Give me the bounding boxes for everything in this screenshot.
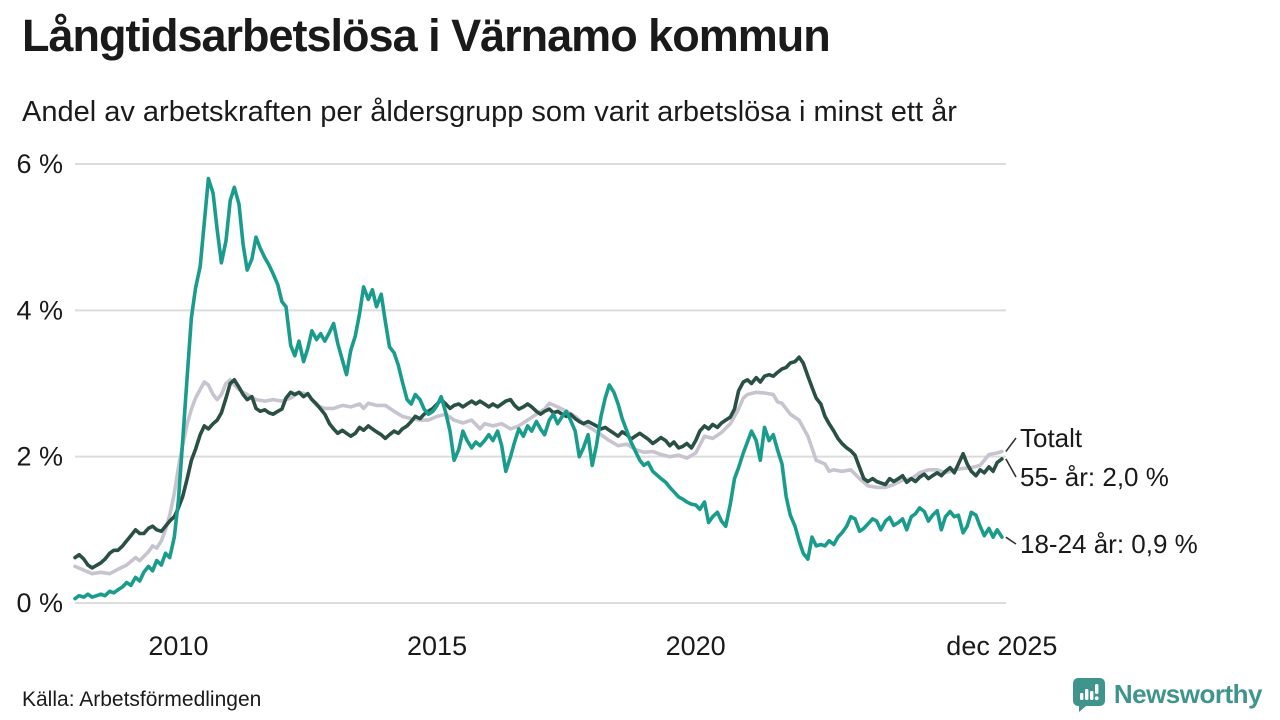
source-note: Källa: Arbetsförmedlingen [22,688,262,711]
x-tick-label-dec-2025: dec 2025 [946,631,1057,661]
newsworthy-logo-icon [1072,678,1105,712]
x-tick-label-2020: 2020 [666,631,726,661]
series-line-2-18-24 år [73,176,1004,601]
page-subtitle: Andel av arbetskraften per åldersgrupp s… [22,96,957,128]
newsworthy-logo-text: Newsworthy [1113,678,1263,709]
y-tick-label-2: 2 % [16,442,63,472]
x-tick-label-2010: 2010 [148,631,208,661]
newsworthy-brand: Newsworthy [1072,676,1263,712]
series-label-18-24: 18-24 år: 0,9 % [1020,529,1198,559]
page-title: Långtidsarbetslösa i Värnamo kommun [22,10,831,61]
y-tick-label-0: 0 % [16,588,63,618]
label-connector-0 [1005,437,1017,453]
series-label-totalt: Totalt [1020,423,1083,453]
label-connector-2 [1005,536,1017,545]
label-connector-1 [1005,458,1017,478]
series-line-1-55- år [73,355,1004,570]
y-tick-label-4: 4 % [16,295,63,325]
series-label-55-plus: 55- år: 2,0 % [1020,462,1169,492]
series-line-0-Totalt [73,377,1004,576]
x-tick-label-2015: 2015 [407,631,467,661]
y-tick-label-6: 6 % [16,149,63,179]
